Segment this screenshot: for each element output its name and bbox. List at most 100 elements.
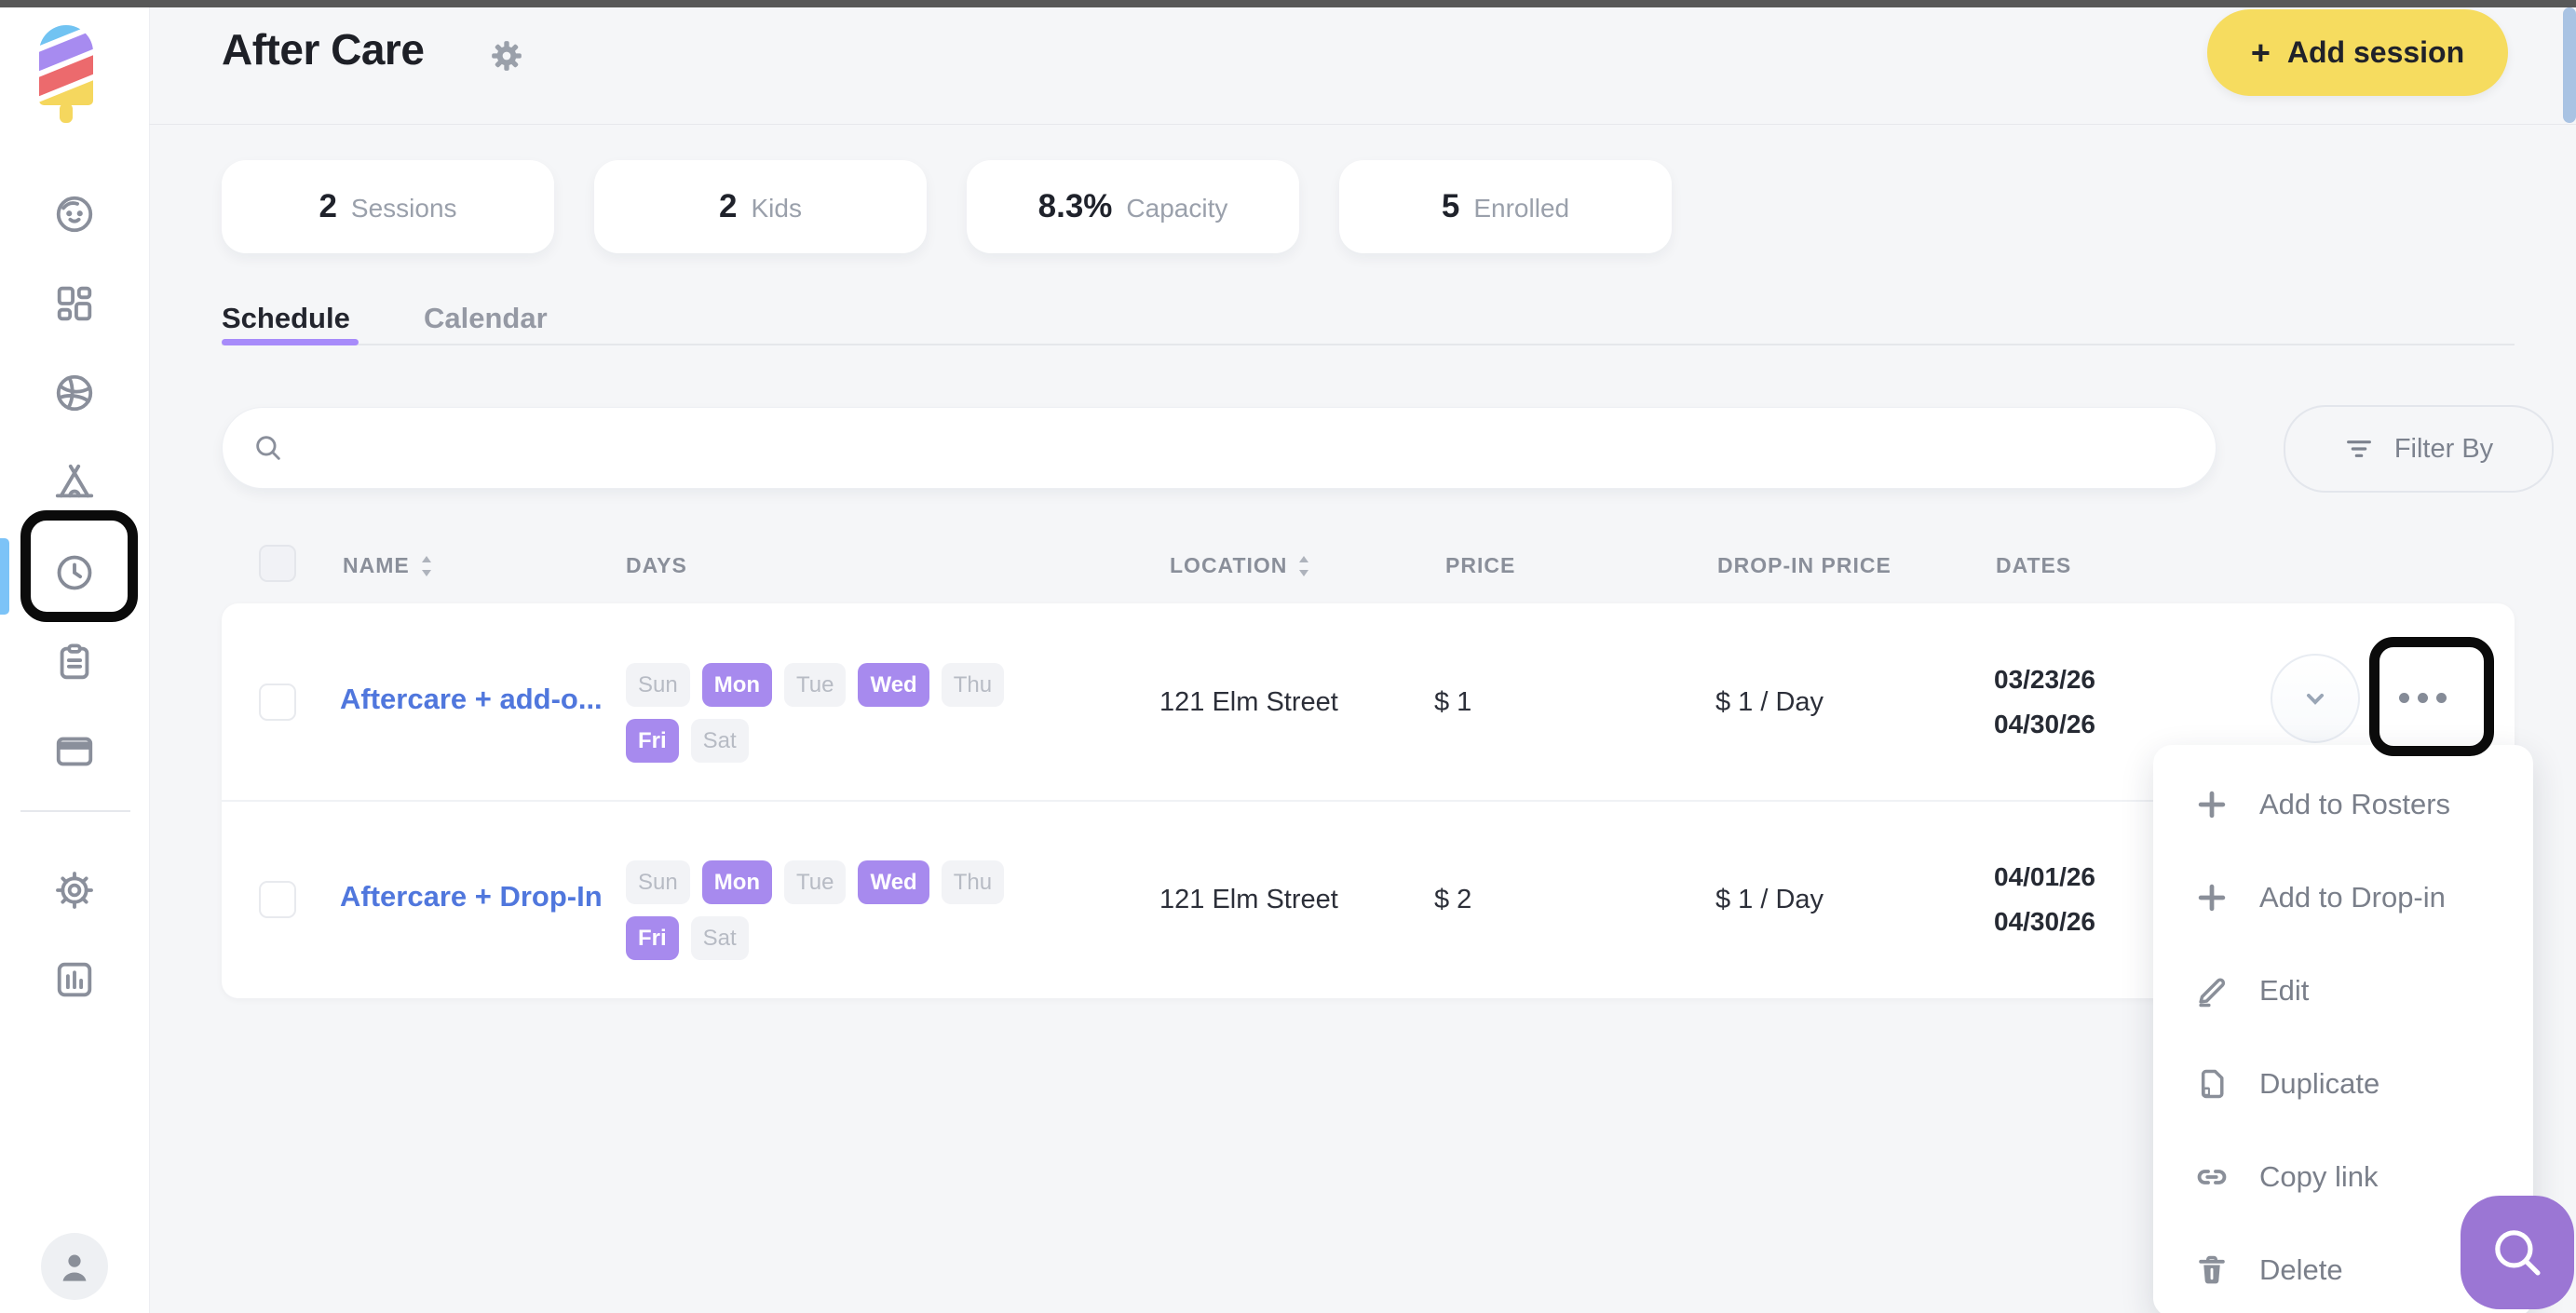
annotation-box-sidebar-clock <box>20 510 138 622</box>
column-header-drop-in-price: DROP-IN PRICE <box>1717 553 1891 578</box>
tab-schedule[interactable]: Schedule <box>222 302 350 334</box>
add-session-button[interactable]: + Add session <box>2207 9 2508 96</box>
column-label: NAME <box>343 553 410 577</box>
search-icon <box>2495 1230 2541 1276</box>
grid-icon[interactable] <box>53 282 96 325</box>
location-cell: 121 Elm Street <box>1159 885 1338 914</box>
credit-card-icon[interactable] <box>53 730 96 773</box>
tab-active-underline <box>222 339 359 345</box>
column-label: DATES <box>1996 553 2072 577</box>
popsicle-logo[interactable] <box>35 24 97 123</box>
select-all-checkbox[interactable] <box>259 545 296 582</box>
annotation-box-row-actions <box>2369 637 2494 756</box>
sidebar-divider <box>20 810 130 812</box>
start-date: 04/01/26 <box>1994 862 2095 891</box>
sidebar-active-indicator <box>0 538 9 615</box>
menu-item-label: Edit <box>2259 974 2310 1007</box>
day-chips: Sun Mon Tue Wed Thu Fri Sat <box>626 860 1056 960</box>
menu-item-duplicate[interactable]: Duplicate <box>2153 1037 2533 1130</box>
page-title: After Care <box>222 25 425 74</box>
row-checkbox[interactable] <box>259 684 296 721</box>
stat-value: 2 <box>719 188 738 224</box>
day-chip-fri: Fri <box>626 719 679 763</box>
day-chip-tue: Tue <box>784 860 847 904</box>
end-date: 04/30/26 <box>1994 907 2095 936</box>
column-header-name[interactable]: NAME <box>343 553 434 578</box>
expand-row-button[interactable] <box>2271 654 2360 743</box>
dates-cell: 04/01/26 04/30/26 <box>1994 855 2095 944</box>
row-divider <box>222 800 2515 802</box>
day-chip-wed: Wed <box>858 663 929 707</box>
scrollbar-thumb[interactable] <box>2563 7 2576 123</box>
menu-item-add-to-rosters[interactable]: Add to Rosters <box>2153 758 2533 851</box>
plus-icon <box>2198 791 2226 819</box>
column-header-price: PRICE <box>1445 553 1515 578</box>
stat-capacity: 8.3% Capacity <box>967 160 1299 253</box>
menu-item-delete[interactable]: Delete <box>2153 1224 2533 1313</box>
stat-enrolled: 5 Enrolled <box>1339 160 1672 253</box>
avatar[interactable] <box>41 1233 108 1300</box>
sort-arrows-icon[interactable] <box>1296 554 1311 578</box>
filter-by-button[interactable]: Filter By <box>2284 405 2554 493</box>
day-chip-sun: Sun <box>626 663 690 707</box>
column-header-days: DAYS <box>626 553 687 578</box>
menu-item-edit[interactable]: Edit <box>2153 944 2533 1037</box>
window-chrome-strip <box>0 0 2576 7</box>
menu-item-label: Add to Rosters <box>2259 788 2451 820</box>
trash-icon <box>2199 1255 2225 1284</box>
day-chip-wed: Wed <box>858 860 929 904</box>
add-session-label: Add session <box>2286 35 2465 69</box>
clipboard-icon[interactable] <box>53 641 96 684</box>
ball-icon[interactable] <box>53 372 96 414</box>
menu-item-label: Copy link <box>2259 1160 2379 1193</box>
day-chip-thu: Thu <box>941 860 1005 904</box>
row-actions-button[interactable] <box>2399 693 2447 703</box>
stat-kids: 2 Kids <box>594 160 927 253</box>
day-chip-thu: Thu <box>941 663 1005 707</box>
day-chip-tue: Tue <box>784 663 847 707</box>
session-name-link[interactable]: Aftercare + add-o... <box>340 683 603 715</box>
stat-value: 2 <box>319 188 337 224</box>
bar-chart-icon[interactable] <box>53 958 96 1001</box>
stat-label: Kids <box>751 194 802 223</box>
end-date: 04/30/26 <box>1994 710 2095 738</box>
plus-icon: + <box>2250 33 2271 72</box>
gear-icon[interactable] <box>53 869 96 912</box>
menu-item-add-to-drop-in[interactable]: Add to Drop-in <box>2153 851 2533 944</box>
link-icon <box>2197 1170 2227 1184</box>
column-header-location[interactable]: LOCATION <box>1170 553 1311 578</box>
menu-item-label: Add to Drop-in <box>2259 881 2446 914</box>
column-label: LOCATION <box>1170 553 1288 577</box>
day-chip-sun: Sun <box>626 860 690 904</box>
day-chip-mon: Mon <box>701 860 773 904</box>
face-icon[interactable] <box>53 193 96 236</box>
help-search-fab[interactable] <box>2461 1196 2574 1309</box>
filter-by-label: Filter By <box>2393 433 2494 464</box>
day-chip-fri: Fri <box>626 916 679 960</box>
person-icon <box>62 1254 87 1281</box>
stat-label: Enrolled <box>1473 194 1570 223</box>
sort-arrows-icon[interactable] <box>419 554 434 578</box>
search-input[interactable] <box>303 432 2216 464</box>
stat-sessions: 2 Sessions <box>222 160 554 253</box>
row-checkbox[interactable] <box>259 881 296 918</box>
stat-label: Sessions <box>350 194 457 223</box>
drop-in-price-cell: $ 1 / Day <box>1715 885 1824 914</box>
price-cell: $ 2 <box>1434 885 1472 914</box>
menu-item-copy-link[interactable]: Copy link <box>2153 1130 2533 1224</box>
session-name-link[interactable]: Aftercare + Drop-In <box>340 880 603 913</box>
column-label: DAYS <box>626 553 687 577</box>
menu-item-label: Delete <box>2259 1253 2343 1286</box>
header-divider <box>149 124 2576 125</box>
tent-icon[interactable] <box>53 461 96 504</box>
search-bar <box>222 407 2217 489</box>
column-label: DROP-IN PRICE <box>1717 553 1891 577</box>
search-icon <box>256 436 280 460</box>
day-chip-sat: Sat <box>690 916 749 960</box>
column-label: PRICE <box>1445 553 1516 577</box>
duplicate-icon <box>2201 1069 2224 1099</box>
clock-icon[interactable] <box>53 551 96 594</box>
tab-calendar[interactable]: Calendar <box>424 302 548 334</box>
gear-icon[interactable] <box>488 37 525 74</box>
